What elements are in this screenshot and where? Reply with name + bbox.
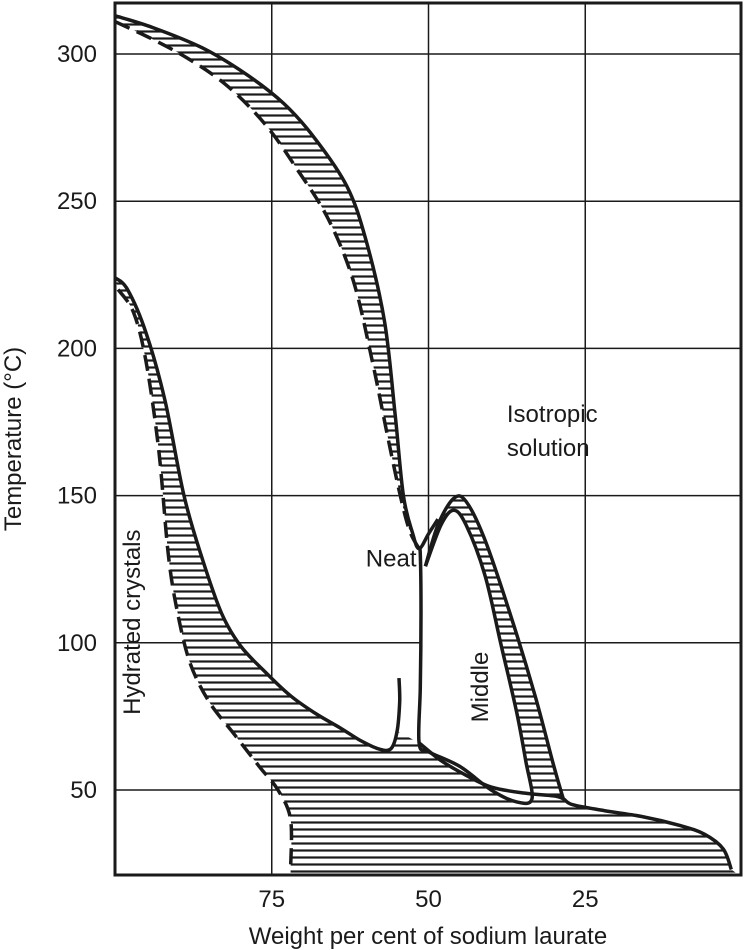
region-label-isotropic-line-1: Isotropic — [507, 401, 598, 428]
y-tick-50: 50 — [70, 777, 97, 804]
boundary-bottom-solid — [418, 741, 733, 871]
y-tick-100: 100 — [57, 630, 97, 657]
region-label-isotropic: Isotropic solution — [507, 401, 598, 462]
boundary-hydrated-lower-dashed — [116, 288, 294, 870]
middle-two-phase-band — [425, 495, 564, 799]
x-tick-25: 25 — [572, 886, 599, 913]
tick-labels: 75 50 25 50 100 150 200 250 300 — [57, 41, 599, 913]
x-tick-75: 75 — [258, 886, 285, 913]
region-label-middle-line-1: Middle — [467, 652, 494, 723]
x-axis-label: Weight per cent of sodium laurate — [249, 923, 607, 950]
neat-two-phase-band — [115, 15, 420, 549]
boundary-neat-upper-dashed — [115, 20, 421, 550]
y-axis-label: Temperature (°C) — [0, 347, 27, 531]
y-tick-150: 150 — [57, 483, 97, 510]
phase-boundaries — [115, 14, 733, 871]
plot-frame — [113, 1, 743, 877]
region-label-hydrated-line-1: Hydrated crystals — [119, 530, 146, 715]
middle-phase-interior — [418, 510, 533, 804]
y-tick-250: 250 — [57, 188, 97, 215]
boundary-hydrated-lower-solid — [115, 276, 402, 753]
region-label-isotropic-line-2: solution — [507, 435, 590, 462]
region-label-neat: Neat — [366, 545, 417, 572]
hydrated-crystal-band — [115, 277, 739, 875]
region-labels: Isotropic solution Neat Middle Hydrated crys… — [119, 401, 598, 722]
y-tick-300: 300 — [57, 41, 97, 68]
region-label-neat-line-1: Neat — [366, 545, 417, 572]
y-tick-200: 200 — [57, 335, 97, 362]
region-label-hydrated: Hydrated crystals — [119, 530, 146, 715]
hatched-regions — [115, 15, 739, 875]
x-tick-50: 50 — [415, 886, 442, 913]
boundary-middle-outer-solid — [423, 494, 565, 800]
boundary-middle-inner-solid — [416, 508, 535, 806]
region-label-middle: Middle — [467, 652, 494, 723]
